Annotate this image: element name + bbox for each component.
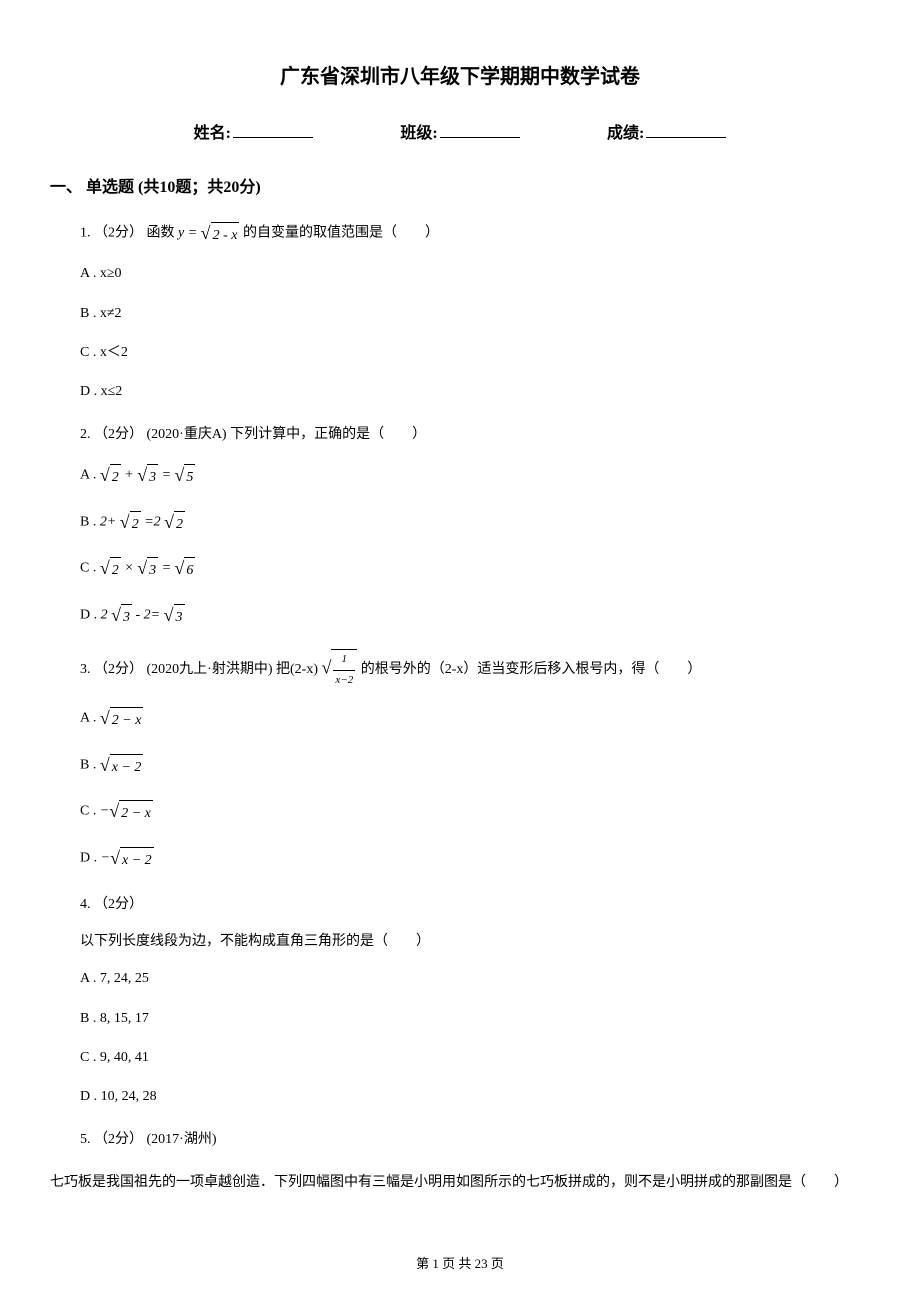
- q2-stem: 下列计算中，正确的是（ ）: [230, 427, 426, 442]
- question-4-stem: 以下列长度线段为边，不能构成直角三角形的是（ ）: [80, 929, 870, 954]
- q2-opt-c-math: √2 × √3 = √6: [100, 552, 196, 584]
- page-number: 第 1 页 共 23 页: [416, 1256, 504, 1271]
- q1-opt-a-label: A .: [80, 266, 96, 281]
- page-title: 广东省深圳市八年级下学期期中数学试卷: [50, 60, 870, 89]
- name-field: 姓名:: [194, 119, 313, 143]
- q3-option-c: C . −√2 − x: [80, 795, 870, 827]
- name-label: 姓名:: [194, 119, 231, 143]
- q3-num: 3.: [80, 662, 91, 677]
- q1-prefix: 函数: [147, 225, 175, 240]
- q4-opt-a-label: A .: [80, 971, 96, 986]
- question-1: 1. （2分） 函数 y = √2 - x 的自变量的取值范围是（ ） A . …: [80, 217, 870, 404]
- q2-opt-b-math: 2+ √2 =2 √2: [100, 506, 185, 538]
- q4-opt-b-text: 8, 15, 17: [100, 1011, 149, 1026]
- q2-opt-d-label: D .: [80, 607, 97, 622]
- class-label: 班级:: [400, 119, 437, 143]
- q2-opt-c-label: C .: [80, 561, 96, 576]
- question-3: 3. （2分） (2020九上·射洪期中) 把(2-x) √1x−2 的根号外的…: [80, 649, 870, 874]
- section-title: 单选题 (共10题；共20分): [86, 179, 261, 196]
- q1-opt-a-text: x≥0: [100, 266, 122, 281]
- q4-option-a: A . 7, 24, 25: [80, 966, 870, 991]
- question-3-stem: 3. （2分） (2020九上·射洪期中) 把(2-x) √1x−2 的根号外的…: [80, 649, 870, 691]
- q3-opt-b-label: B .: [80, 757, 96, 772]
- q1-option-d: D . x≤2: [80, 379, 870, 404]
- q4-opt-c-text: 9, 40, 41: [100, 1050, 149, 1065]
- q3-opt-a-label: A .: [80, 711, 96, 726]
- q3-option-b: B . √x − 2: [80, 749, 870, 781]
- question-5-stem-full: 七巧板是我国祖先的一项卓越创造．下列四幅图中有三幅是小明用如图所示的七巧板拼成的…: [50, 1170, 870, 1195]
- q1-opt-c-text: x＜2: [100, 345, 128, 360]
- q4-opt-d-text: 10, 24, 28: [101, 1089, 157, 1104]
- q1-opt-b-label: B .: [80, 306, 96, 321]
- q3-opt-d-math: −√x − 2: [101, 842, 154, 874]
- q5-source: (2017·湖州): [147, 1132, 217, 1147]
- section-header: 一、 单选题 (共10题；共20分): [50, 173, 870, 197]
- q2-source: (2020·重庆A): [147, 427, 227, 442]
- q3-prefix: 把(2-x): [276, 662, 318, 677]
- q2-opt-b-label: B .: [80, 514, 96, 529]
- q4-option-d: D . 10, 24, 28: [80, 1084, 870, 1109]
- q4-option-b: B . 8, 15, 17: [80, 1006, 870, 1031]
- q2-opt-a-math: √2 + √3 = √5: [100, 459, 196, 491]
- q1-num: 1.: [80, 225, 91, 240]
- q4-opt-b-label: B .: [80, 1011, 96, 1026]
- q1-option-a: A . x≥0: [80, 261, 870, 286]
- question-1-stem: 1. （2分） 函数 y = √2 - x 的自变量的取值范围是（ ）: [80, 217, 870, 249]
- q1-opt-d-text: x≤2: [101, 384, 123, 399]
- q3-opt-c-label: C .: [80, 804, 96, 819]
- page-footer: 第 1 页 共 23 页: [0, 1253, 920, 1272]
- header-fields: 姓名: 班级: 成绩:: [50, 119, 870, 143]
- q1-option-b: B . x≠2: [80, 301, 870, 326]
- class-blank: [440, 137, 520, 138]
- question-4: 4. （2分） 以下列长度线段为边，不能构成直角三角形的是（ ） A . 7, …: [80, 892, 870, 1109]
- q3-math: √1x−2: [322, 649, 358, 691]
- question-4-num-line: 4. （2分）: [80, 892, 870, 917]
- q2-num: 2.: [80, 427, 91, 442]
- q4-stem: 以下列长度线段为边，不能构成直角三角形的是（ ）: [80, 934, 430, 949]
- q1-opt-b-text: x≠2: [100, 306, 122, 321]
- q2-option-b: B . 2+ √2 =2 √2: [80, 506, 870, 538]
- q2-option-a: A . √2 + √3 = √5: [80, 459, 870, 491]
- q2-opt-d-math: 2 √3 - 2= √3: [101, 599, 185, 631]
- q5-num: 5.: [80, 1132, 91, 1147]
- q4-option-c: C . 9, 40, 41: [80, 1045, 870, 1070]
- q2-option-d: D . 2 √3 - 2= √3: [80, 599, 870, 631]
- q3-opt-b-math: √x − 2: [100, 749, 144, 781]
- q5-points: （2分）: [94, 1132, 143, 1147]
- q3-opt-c-math: −√2 − x: [100, 795, 153, 827]
- section-number: 一、: [50, 179, 82, 196]
- q3-option-d: D . −√x − 2: [80, 842, 870, 874]
- q4-points: （2分）: [94, 897, 143, 912]
- q1-math: y = √2 - x: [178, 217, 239, 249]
- q4-opt-c-label: C .: [80, 1050, 96, 1065]
- question-5-num-line: 5. （2分） (2017·湖州): [80, 1127, 870, 1152]
- q3-suffix: 的根号外的（2-x）适当变形后移入根号内，得（ ）: [361, 662, 702, 677]
- class-field: 班级:: [400, 119, 519, 143]
- q3-opt-a-math: √2 − x: [100, 702, 144, 734]
- name-blank: [233, 137, 313, 138]
- q1-opt-d-label: D .: [80, 384, 97, 399]
- q3-points: （2分）: [94, 662, 143, 677]
- q1-suffix: 的自变量的取值范围是（ ）: [243, 225, 439, 240]
- q2-option-c: C . √2 × √3 = √6: [80, 552, 870, 584]
- q4-opt-d-label: D .: [80, 1089, 97, 1104]
- score-label: 成绩:: [607, 119, 644, 143]
- q5-stem-full: 七巧板是我国祖先的一项卓越创造．下列四幅图中有三幅是小明用如图所示的七巧板拼成的…: [50, 1175, 848, 1190]
- q3-option-a: A . √2 − x: [80, 702, 870, 734]
- question-2: 2. （2分） (2020·重庆A) 下列计算中，正确的是（ ） A . √2 …: [80, 422, 870, 631]
- question-5: 5. （2分） (2017·湖州): [80, 1127, 870, 1152]
- score-field: 成绩:: [607, 119, 726, 143]
- q1-option-c: C . x＜2: [80, 340, 870, 365]
- q4-opt-a-text: 7, 24, 25: [100, 971, 149, 986]
- q3-opt-d-label: D .: [80, 850, 97, 865]
- q2-points: （2分）: [94, 427, 143, 442]
- score-blank: [646, 137, 726, 138]
- q2-opt-a-label: A .: [80, 468, 96, 483]
- q3-source: (2020九上·射洪期中): [147, 662, 273, 677]
- q1-points: （2分）: [94, 225, 143, 240]
- q1-opt-c-label: C .: [80, 345, 96, 360]
- question-2-stem: 2. （2分） (2020·重庆A) 下列计算中，正确的是（ ）: [80, 422, 870, 447]
- q4-num: 4.: [80, 897, 91, 912]
